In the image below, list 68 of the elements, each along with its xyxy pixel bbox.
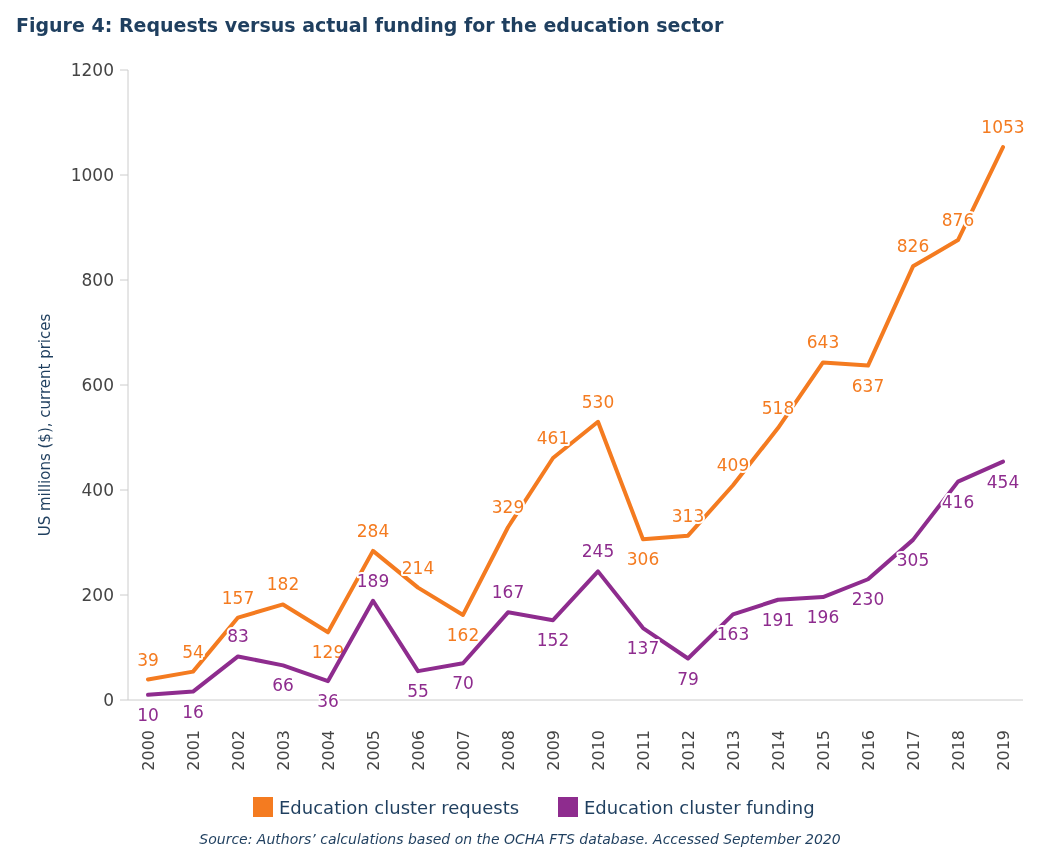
x-tick-label: 2007: [454, 730, 473, 771]
x-tick-label: 2005: [364, 730, 383, 771]
x-tick-label: 2002: [229, 730, 248, 771]
data-label: 826: [896, 236, 930, 257]
x-tick-label: 2008: [499, 730, 518, 771]
data-label: 182: [266, 574, 300, 595]
y-tick-label: 400: [81, 480, 114, 500]
x-tick-label: 2015: [814, 730, 833, 771]
data-label: 306: [626, 549, 660, 570]
x-tick-label: 2004: [319, 730, 338, 771]
data-label: 1053: [981, 117, 1025, 138]
legend-label: Education cluster funding: [584, 797, 815, 818]
data-label: 167: [491, 582, 525, 603]
y-tick-label: 1200: [70, 60, 114, 80]
data-label: 637: [851, 375, 885, 396]
x-tick-label: 2012: [679, 730, 698, 771]
data-label: 191: [761, 609, 795, 630]
data-label: 416: [941, 491, 975, 512]
data-label: 230: [851, 589, 885, 610]
source-note: Source: Authors’ calculations based on the OCHA FTS database. Accessed September 2020: [199, 831, 841, 847]
data-label: 245: [581, 541, 615, 562]
x-tick-label: 2013: [724, 730, 743, 771]
data-label: 152: [536, 630, 570, 651]
x-tick-label: 2017: [904, 730, 923, 771]
x-tick-label: 2001: [184, 730, 203, 771]
data-label: 530: [581, 391, 615, 412]
x-tick-label: 2006: [409, 730, 428, 771]
x-tick-label: 2016: [859, 730, 878, 771]
y-tick-label: 0: [103, 690, 114, 710]
x-tick-label: 2009: [544, 730, 563, 771]
x-tick-label: 2000: [139, 730, 158, 771]
data-label: 79: [677, 668, 699, 689]
data-label: 461: [536, 427, 570, 448]
data-label: 137: [626, 638, 660, 659]
data-label: 284: [356, 520, 390, 541]
x-tick-label: 2003: [274, 730, 293, 771]
data-label: 189: [356, 570, 390, 591]
x-tick-label: 2019: [994, 730, 1013, 771]
data-label: 36: [317, 691, 339, 712]
data-label: 196: [806, 607, 840, 628]
data-label: 10: [137, 704, 159, 725]
data-label: 163: [716, 624, 750, 645]
data-label: 643: [806, 332, 840, 353]
y-tick-label: 200: [81, 585, 114, 605]
x-tick-label: 2010: [589, 730, 608, 771]
y-axis-title: US millions ($), current prices: [36, 313, 54, 537]
data-label: 162: [446, 624, 480, 645]
y-tick-label: 600: [81, 375, 114, 395]
data-label: 16: [182, 701, 204, 722]
data-label: 313: [671, 505, 705, 526]
data-label: 66: [272, 675, 294, 696]
y-tick-label: 800: [81, 270, 114, 290]
data-label: 454: [986, 471, 1020, 492]
data-label: 70: [452, 673, 474, 694]
x-tick-label: 2011: [634, 730, 653, 771]
data-label: 55: [407, 681, 429, 702]
data-label: 214: [401, 557, 435, 578]
data-label: 305: [896, 549, 930, 570]
data-label: 54: [182, 641, 204, 662]
chart-title: Figure 4: Requests versus actual funding for the education sector: [16, 14, 724, 36]
x-tick-label: 2014: [769, 730, 788, 771]
x-tick-label: 2018: [949, 730, 968, 771]
legend-label: Education cluster requests: [279, 797, 520, 818]
data-label: 39: [137, 649, 159, 670]
y-tick-label: 1000: [70, 165, 114, 185]
data-label: 83: [227, 626, 249, 647]
data-label: 157: [221, 587, 255, 608]
data-label: 409: [716, 455, 750, 476]
